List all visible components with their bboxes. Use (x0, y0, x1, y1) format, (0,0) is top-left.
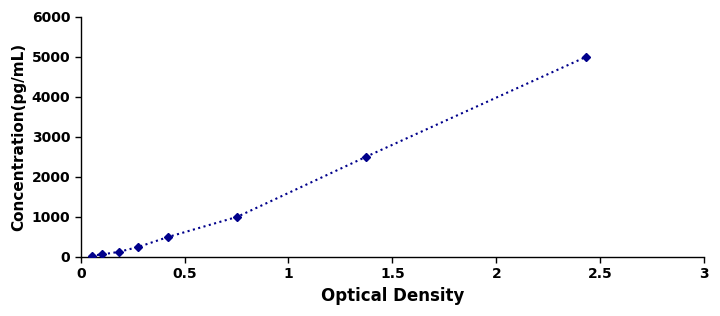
Y-axis label: Concentration(pg/mL): Concentration(pg/mL) (11, 43, 26, 231)
X-axis label: Optical Density: Optical Density (320, 287, 464, 305)
